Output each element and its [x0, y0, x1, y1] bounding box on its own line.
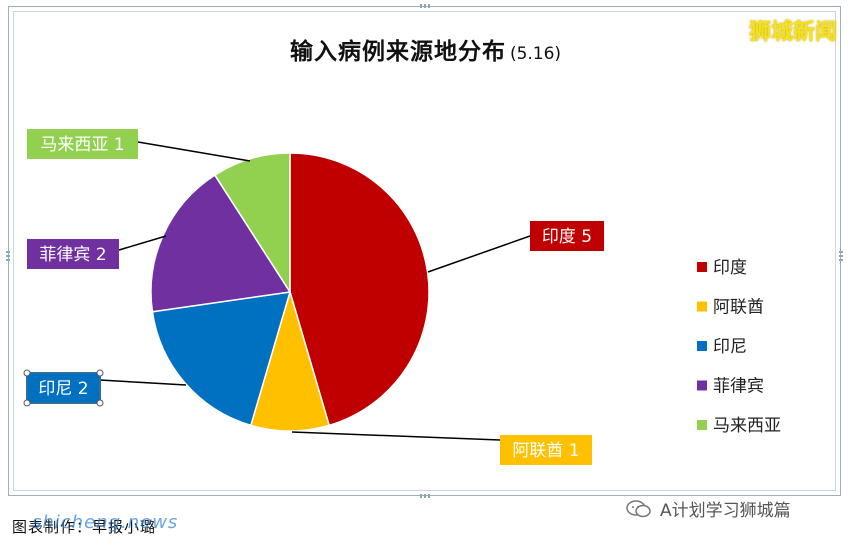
legend-label-0: 印度: [713, 258, 747, 278]
legend-label-2: 印尼: [713, 337, 747, 357]
pie-slice-2[interactable]: [151, 291, 292, 427]
leader-line-3: [118, 235, 167, 251]
data-label-box-4[interactable]: [27, 129, 138, 159]
data-label-1: 阿联酋 1: [512, 441, 579, 461]
resize-handle-left[interactable]: [6, 251, 10, 261]
footer-credit: 图表制作：早报小璐 shicheng.news: [12, 512, 177, 537]
account-badge: A计划学习狮城篇: [626, 496, 791, 521]
chart-frame[interactable]: [6, 4, 843, 498]
selection-handle-2[interactable]: [23, 399, 31, 407]
resize-handle-right[interactable]: [839, 251, 843, 261]
chart-subtitle: (5.16): [509, 44, 562, 64]
leader-line-2: [99, 379, 187, 386]
selection-handle-0[interactable]: [23, 369, 31, 377]
resize-handle-top[interactable]: [420, 4, 430, 8]
credit-text: 图表制作：早报小璐: [12, 518, 157, 536]
data-label-box-1[interactable]: [500, 435, 592, 465]
chart-title-row: 输入病例来源地分布 (5.16): [0, 32, 851, 66]
legend-label-1: 阿联酋: [713, 298, 764, 318]
resize-handle-bottom[interactable]: [420, 494, 430, 498]
data-label-0: 印度 5: [542, 227, 592, 247]
data-label-3: 菲律宾 2: [39, 245, 106, 265]
pie-slice-4[interactable]: [213, 152, 291, 295]
data-label-box-2[interactable]: [26, 372, 101, 404]
data-label-box-0[interactable]: [530, 221, 604, 251]
account-name: A计划学习狮城篇: [660, 501, 791, 521]
legend-swatch-2: [697, 341, 707, 351]
legend-swatch-0: [697, 262, 707, 272]
pie-slice-0[interactable]: [289, 152, 430, 427]
legend-swatch-4: [697, 420, 707, 430]
data-label-4: 马来西亚 1: [40, 135, 124, 155]
selection-handle-3[interactable]: [96, 399, 104, 407]
selection-handle-1[interactable]: [96, 369, 104, 377]
chart-area: [13, 11, 836, 491]
chart-title: 输入病例来源地分布: [289, 39, 506, 65]
legend-swatch-1: [697, 301, 707, 312]
leader-line-1: [291, 431, 501, 441]
overlay-watermark: shicheng.news: [32, 512, 179, 533]
data-label-2: 印尼 2: [38, 379, 88, 399]
pie-slice-3[interactable]: [150, 174, 292, 313]
leader-line-0: [427, 235, 531, 273]
legend-label-4: 马来西亚: [713, 416, 781, 436]
watermark-logo: 狮城新闻: [748, 20, 837, 45]
data-label-box-3[interactable]: [27, 239, 119, 269]
leader-line-4: [137, 141, 251, 162]
legend-label-3: 菲律宾: [713, 377, 764, 397]
legend-swatch-3: [697, 380, 707, 391]
pie-slice-1[interactable]: [249, 289, 331, 432]
wechat-icon: [626, 499, 651, 517]
